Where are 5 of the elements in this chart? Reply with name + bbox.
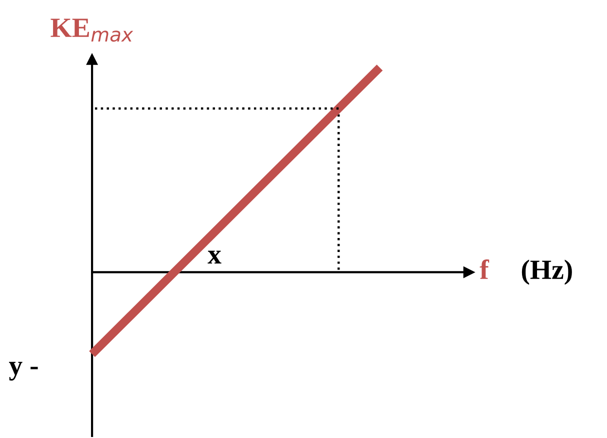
text: (Hz) <box>522 260 572 285</box>
y-axis-title: KE$_{max}$ <box>50 18 134 42</box>
x-axis-title: f <box>480 259 490 279</box>
text: y - <box>8 362 38 381</box>
annotation: x <box>208 250 222 264</box>
